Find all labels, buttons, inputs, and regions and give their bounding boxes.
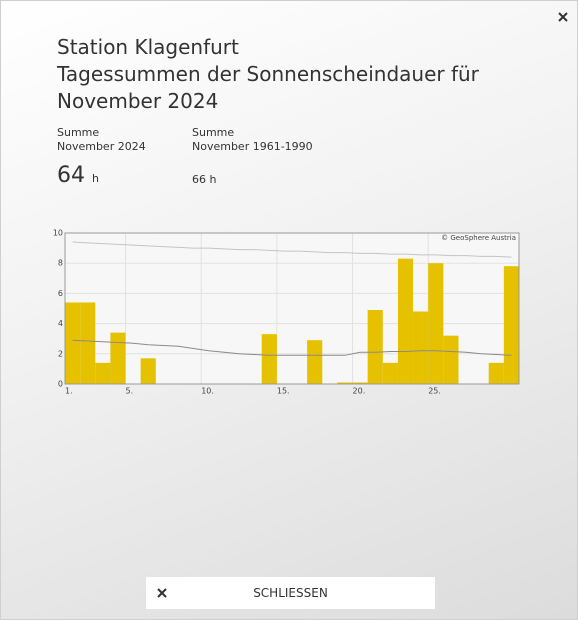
x-tick-label: 20. [353,387,366,396]
value: 66 [192,173,206,186]
reference-line [72,241,512,258]
chart: © GeoSphere Austria 0 2 4 6 8 10 1. 5. 10. 15. 20.… [53,229,520,396]
y-tick-label: 0 [58,380,63,389]
bar [352,382,368,384]
plot-frame [64,232,520,385]
y-tick-label: 10 [53,229,63,238]
stat-value: 64 h [57,163,99,188]
reference-line [72,339,512,356]
bar [261,334,277,384]
bar [503,266,519,384]
bar [140,358,156,384]
unit: h [92,172,99,185]
bar [443,335,459,384]
bar [110,332,126,384]
unit: h [209,173,217,186]
x-tick-label: 1. [65,387,73,396]
x-tick-label: 5. [126,387,134,396]
credit: © GeoSphere Austria [441,234,516,242]
title: Station Klagenfurt [57,35,239,59]
title: November 2024 [57,89,219,113]
stat-label: Summe [192,126,235,139]
stat-period: November 1961-1990 [192,140,313,153]
bar [488,362,504,384]
x-tick-label: 10. [201,387,214,396]
value: 64 [57,163,85,188]
title: Tagessummen der Sonnenscheindauer für [57,62,479,86]
x-tick-label: 15. [277,387,290,396]
stat-label: Summe [57,126,100,139]
button-label: SCHLIESSEN [253,586,328,600]
bar [307,340,323,384]
bar [397,258,414,384]
y-tick-label: 6 [58,289,63,298]
y-tick-label: 4 [58,319,63,328]
close-icon [157,588,167,598]
bar [413,311,429,384]
close-button[interactable]: SCHLIESSEN [146,577,435,609]
y-tick-label: 2 [58,349,63,358]
bar [80,302,96,384]
y-tick-label: 8 [58,259,63,268]
close-icon[interactable] [557,11,569,23]
bar [428,263,444,384]
bar [367,310,383,384]
bar [337,382,353,384]
stat-value: 66 h [192,173,216,187]
bar [95,362,111,384]
stat-period: November 2024 [57,140,146,153]
x-tick-label: 25. [428,387,441,396]
bar [65,302,81,384]
bar [382,362,398,384]
